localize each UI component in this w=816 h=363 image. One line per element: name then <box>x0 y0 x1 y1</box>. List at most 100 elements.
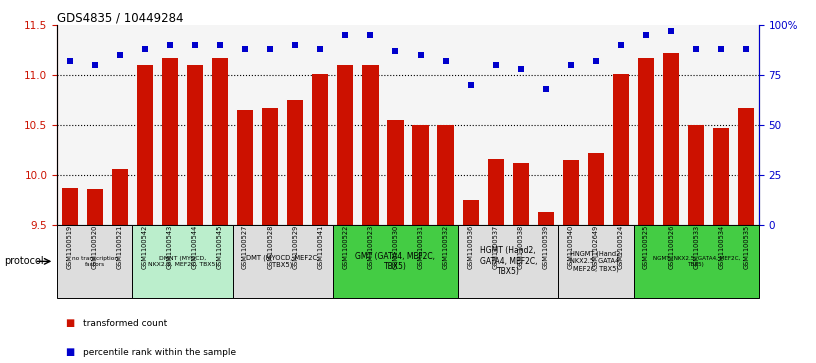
Bar <box>688 125 704 225</box>
Text: no transcription
factors: no transcription factors <box>72 256 118 267</box>
Point <box>214 42 227 48</box>
Bar <box>61 188 78 225</box>
Text: ■: ■ <box>65 347 74 357</box>
Text: GSM1100539: GSM1100539 <box>543 225 549 269</box>
Text: GSM1100535: GSM1100535 <box>743 225 749 269</box>
Bar <box>563 160 579 225</box>
Text: GSM1100526: GSM1100526 <box>668 225 674 269</box>
Point <box>289 42 302 48</box>
Point <box>364 32 377 38</box>
Point <box>313 46 326 52</box>
Point <box>188 42 202 48</box>
Text: transformed count: transformed count <box>83 319 167 327</box>
Bar <box>132 225 233 298</box>
Bar <box>412 125 428 225</box>
Point <box>640 32 653 38</box>
Point <box>88 62 101 68</box>
Bar <box>437 125 454 225</box>
Bar <box>86 189 103 225</box>
Text: GSM1100519: GSM1100519 <box>67 225 73 269</box>
Point <box>589 58 602 64</box>
Text: GSM1100542: GSM1100542 <box>142 225 148 269</box>
Text: GSM1102649: GSM1102649 <box>593 225 599 269</box>
Text: GSM1100522: GSM1100522 <box>343 225 348 269</box>
Text: GSM1100528: GSM1100528 <box>267 225 273 269</box>
Text: GSM1100541: GSM1100541 <box>317 225 323 269</box>
Text: GSM1100520: GSM1100520 <box>91 225 98 269</box>
Point <box>439 58 452 64</box>
Text: percentile rank within the sample: percentile rank within the sample <box>83 348 237 356</box>
Point <box>740 46 753 52</box>
Text: GSM1100529: GSM1100529 <box>292 225 298 269</box>
Text: ■: ■ <box>65 318 74 328</box>
Text: GSM1100530: GSM1100530 <box>392 225 398 269</box>
Point <box>113 52 126 58</box>
Bar <box>738 108 755 225</box>
Point <box>664 28 677 34</box>
Text: HNGMT (Hand2,
NKX2.5, GATA4,
MEF2C, TBX5): HNGMT (Hand2, NKX2.5, GATA4, MEF2C, TBX5… <box>570 251 622 272</box>
Bar <box>388 120 404 225</box>
Bar <box>212 58 228 225</box>
Bar <box>458 225 558 298</box>
Text: GSM1100533: GSM1100533 <box>694 225 699 269</box>
Text: GSM1100545: GSM1100545 <box>217 225 223 269</box>
Point <box>138 46 151 52</box>
Text: GSM1100523: GSM1100523 <box>367 225 374 269</box>
Text: GSM1100531: GSM1100531 <box>418 225 424 269</box>
Bar <box>162 58 178 225</box>
Bar <box>237 110 253 225</box>
Text: GSM1100536: GSM1100536 <box>468 225 473 269</box>
Bar <box>57 225 132 298</box>
Bar <box>233 225 333 298</box>
Point <box>464 82 477 88</box>
Text: GSM1100527: GSM1100527 <box>242 225 248 269</box>
Text: GSM1100540: GSM1100540 <box>568 225 574 269</box>
Bar <box>633 225 759 298</box>
Bar <box>337 65 353 225</box>
Bar <box>362 65 379 225</box>
Bar <box>512 163 529 225</box>
Point <box>489 62 502 68</box>
Bar <box>613 74 629 225</box>
Point <box>264 46 277 52</box>
Text: HGMT (Hand2,
GATA4, MEF2C,
TBX5): HGMT (Hand2, GATA4, MEF2C, TBX5) <box>480 246 537 276</box>
Text: GSM1100524: GSM1100524 <box>618 225 624 269</box>
Text: DMT (MYOCD, MEF2C,
TBX5): DMT (MYOCD, MEF2C, TBX5) <box>246 254 319 268</box>
Text: GSM1100543: GSM1100543 <box>167 225 173 269</box>
Point <box>514 66 527 72</box>
Bar <box>638 58 654 225</box>
Text: GSM1100544: GSM1100544 <box>192 225 198 269</box>
Point <box>238 46 251 52</box>
Point <box>163 42 176 48</box>
Point <box>414 52 427 58</box>
Point <box>690 46 703 52</box>
Text: GSM1100525: GSM1100525 <box>643 225 649 269</box>
Text: GSM1100534: GSM1100534 <box>718 225 725 269</box>
Point <box>539 86 552 92</box>
Bar <box>538 212 554 225</box>
Bar <box>463 200 479 225</box>
Text: GMT (GATA4, MEF2C,
TBX5): GMT (GATA4, MEF2C, TBX5) <box>356 252 436 271</box>
Bar <box>313 74 328 225</box>
Bar <box>558 225 633 298</box>
Point <box>715 46 728 52</box>
Text: DMNT (MYOCD,
NKX2.5, MEF2C, TBX5): DMNT (MYOCD, NKX2.5, MEF2C, TBX5) <box>148 256 217 267</box>
Bar <box>112 169 128 225</box>
Text: GSM1100538: GSM1100538 <box>518 225 524 269</box>
Bar <box>262 108 278 225</box>
Point <box>565 62 578 68</box>
Text: GSM1100521: GSM1100521 <box>117 225 122 269</box>
Text: GDS4835 / 10449284: GDS4835 / 10449284 <box>57 11 184 24</box>
Point <box>63 58 76 64</box>
Bar <box>713 128 730 225</box>
Text: NGMT (NKX2.5, GATA4, MEF2C,
TBX5): NGMT (NKX2.5, GATA4, MEF2C, TBX5) <box>653 256 740 267</box>
Bar <box>663 53 679 225</box>
Text: GSM1100532: GSM1100532 <box>442 225 449 269</box>
Point <box>614 42 628 48</box>
Point <box>389 48 402 54</box>
Bar <box>187 65 203 225</box>
Text: GSM1100537: GSM1100537 <box>493 225 499 269</box>
Bar <box>333 225 458 298</box>
Bar <box>488 159 503 225</box>
Point <box>339 32 352 38</box>
